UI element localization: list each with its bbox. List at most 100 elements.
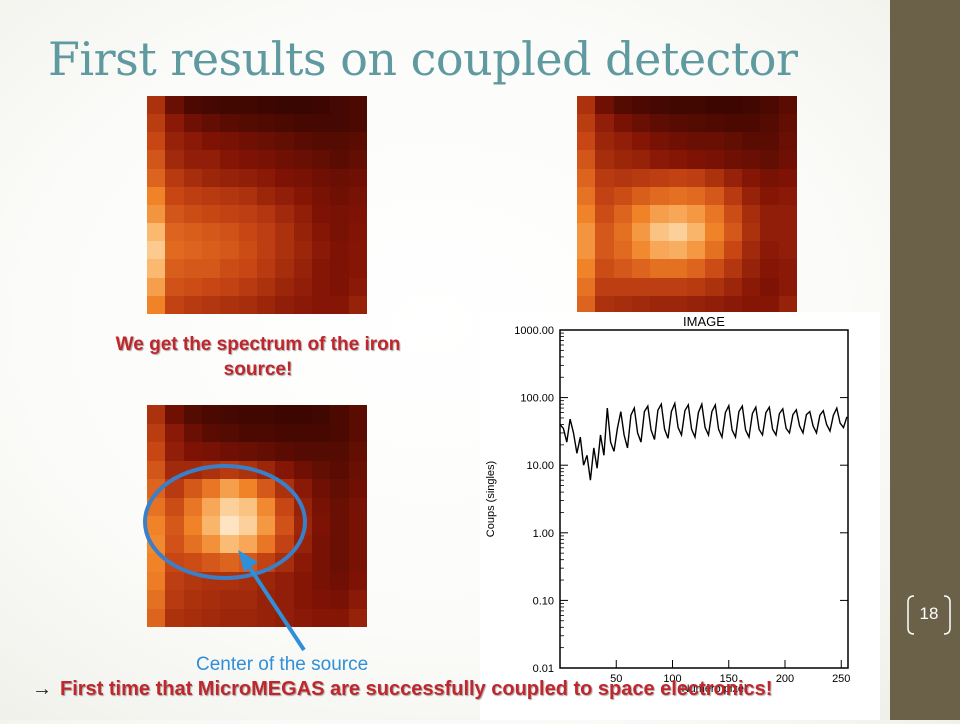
heatmap-cell [275, 590, 294, 609]
heatmap-cell [257, 590, 276, 609]
sidebar-bar [890, 0, 960, 720]
heatmap-cell [687, 277, 706, 296]
heatmap-cell [760, 186, 779, 205]
right-arrow-icon: → [32, 678, 52, 700]
heatmap-cell [613, 259, 632, 278]
heatmap-cell [760, 204, 779, 224]
heatmap-cell [613, 96, 632, 115]
heatmap-cell [220, 497, 239, 516]
heatmap-cell [275, 96, 294, 115]
heatmap-cell [238, 223, 257, 242]
heatmap-cell [613, 223, 632, 242]
heatmap-cell [238, 132, 257, 151]
source-highlight-ellipse [143, 464, 307, 580]
heatmap-cell [238, 204, 257, 224]
heatmap-cell [165, 534, 184, 553]
heatmap-cell [632, 204, 651, 224]
heatmap-cell [632, 114, 651, 133]
heatmap-cell [577, 186, 596, 205]
heatmap-cell [632, 241, 651, 260]
heatmap-cell [312, 423, 331, 442]
heatmap-cell [778, 241, 797, 260]
heatmap-cell [312, 277, 331, 296]
heatmap-cell [293, 571, 312, 590]
heatmap-cell [312, 150, 331, 169]
heatmap-cell [183, 96, 202, 115]
heatmap-cell [147, 442, 166, 461]
heatmap-cell [312, 497, 331, 516]
heatmap-cell [312, 132, 331, 151]
heatmap-cell [650, 277, 669, 296]
heatmap-cell [595, 186, 614, 205]
heatmap-cell [577, 132, 596, 151]
heatmap-cell [312, 114, 331, 133]
heatmap-cell [165, 590, 184, 609]
heatmap-cell [257, 608, 276, 627]
heatmap-cell [202, 259, 221, 278]
x-tick-label: 100 [663, 673, 681, 685]
heatmap-cell [705, 114, 724, 133]
heatmap-cell [330, 96, 349, 115]
heatmap-cell [183, 186, 202, 205]
heatmap-cell [293, 132, 312, 151]
heatmap-cell [275, 150, 294, 169]
heatmap-cell [165, 168, 184, 187]
y-tick-label: 1000.00 [514, 325, 554, 337]
heatmap-cell [257, 132, 276, 151]
heatmap-cell [147, 223, 166, 242]
heatmap-cell [312, 516, 331, 535]
heatmap-cell [220, 442, 239, 461]
heatmap-cell [687, 96, 706, 115]
heatmap-cell [183, 516, 202, 535]
heatmap-cell [595, 277, 614, 296]
heatmap-cell [202, 132, 221, 151]
heatmap-cell [650, 259, 669, 278]
heatmap-cell [687, 186, 706, 205]
heatmap-cell [613, 241, 632, 260]
heatmap-cell [293, 168, 312, 187]
heatmap-cell [613, 204, 632, 224]
heatmap-cell [577, 114, 596, 133]
heatmap-cell [595, 168, 614, 187]
heatmap-cell [257, 295, 276, 314]
heatmap-cell [257, 405, 276, 424]
heatmap-cell [275, 241, 294, 260]
heatmap-cell [330, 497, 349, 516]
heatmap-cell [238, 534, 257, 553]
heatmap-cell [613, 186, 632, 205]
heatmap-cell [312, 204, 331, 224]
page-number: 18 [919, 604, 939, 623]
heatmap-cell [312, 460, 331, 479]
heatmap-cell [650, 96, 669, 115]
heatmap-cell [220, 186, 239, 205]
heatmap-cell [312, 571, 331, 590]
heatmap-cell [330, 553, 349, 572]
heatmap-cell [742, 168, 761, 187]
heatmap-cell [742, 150, 761, 169]
heatmap-cell [275, 277, 294, 296]
heatmap-cell [330, 590, 349, 609]
heatmap-cell [183, 405, 202, 424]
heatmap-cell [742, 132, 761, 151]
heatmap-cell [202, 479, 221, 498]
heatmap-cell [183, 553, 202, 572]
heatmap-cell [348, 96, 367, 115]
heatmap-cell [632, 295, 651, 314]
series-line [559, 400, 848, 481]
heatmap-cell [183, 204, 202, 224]
heatmap-cell [220, 608, 239, 627]
heatmap-cell [183, 150, 202, 169]
heatmap-cell [687, 223, 706, 242]
heatmap-cell [147, 259, 166, 278]
heatmap-cell [275, 405, 294, 424]
heatmap-cell [147, 516, 166, 535]
heatmap-cell [330, 405, 349, 424]
heatmap-cell [238, 516, 257, 535]
heatmap-cell [595, 223, 614, 242]
heatmap-cell [348, 479, 367, 498]
heatmap-cell [183, 442, 202, 461]
heatmap-cell [183, 590, 202, 609]
heatmap-cell [330, 241, 349, 260]
y-tick-label: 10.00 [526, 460, 554, 472]
heatmap-cell [183, 132, 202, 151]
